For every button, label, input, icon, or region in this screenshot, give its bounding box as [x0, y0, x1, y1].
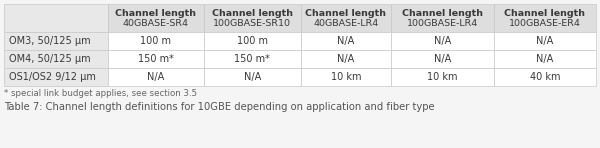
Text: 100GBASE-ER4: 100GBASE-ER4: [509, 18, 581, 28]
Bar: [4, 32, 107, 50]
Bar: [494, 32, 596, 50]
Text: N/A: N/A: [147, 72, 164, 82]
Text: 40 km: 40 km: [530, 72, 560, 82]
Text: 10 km: 10 km: [331, 72, 361, 82]
Bar: [391, 50, 494, 68]
Bar: [301, 68, 391, 86]
Bar: [107, 4, 204, 32]
Text: OM3, 50/125 μm: OM3, 50/125 μm: [9, 36, 91, 46]
Text: N/A: N/A: [536, 54, 553, 64]
Text: OS1/OS2 9/12 μm: OS1/OS2 9/12 μm: [9, 72, 96, 82]
Bar: [4, 68, 107, 86]
Text: 100 m: 100 m: [140, 36, 172, 46]
Text: 40GBASE-LR4: 40GBASE-LR4: [313, 18, 379, 28]
Bar: [204, 4, 301, 32]
Text: Channel length: Channel length: [402, 9, 483, 18]
Text: N/A: N/A: [536, 36, 553, 46]
Bar: [204, 50, 301, 68]
Bar: [494, 4, 596, 32]
Bar: [301, 32, 391, 50]
Text: N/A: N/A: [434, 54, 451, 64]
Bar: [391, 32, 494, 50]
Bar: [4, 50, 107, 68]
Text: N/A: N/A: [337, 54, 355, 64]
Text: Channel length: Channel length: [212, 9, 293, 18]
Text: OM4, 50/125 μm: OM4, 50/125 μm: [9, 54, 91, 64]
Bar: [204, 68, 301, 86]
Text: 100GBASE-SR10: 100GBASE-SR10: [214, 18, 292, 28]
Text: Channel length: Channel length: [115, 9, 196, 18]
Bar: [4, 4, 107, 32]
Bar: [391, 68, 494, 86]
Text: N/A: N/A: [244, 72, 261, 82]
Bar: [494, 68, 596, 86]
Text: 150 m*: 150 m*: [138, 54, 174, 64]
Text: Channel length: Channel length: [305, 9, 386, 18]
Bar: [494, 50, 596, 68]
Bar: [204, 32, 301, 50]
Text: N/A: N/A: [337, 36, 355, 46]
Bar: [107, 32, 204, 50]
Bar: [107, 50, 204, 68]
Text: 100GBASE-LR4: 100GBASE-LR4: [407, 18, 478, 28]
Bar: [301, 4, 391, 32]
Text: 40GBASE-SR4: 40GBASE-SR4: [123, 18, 189, 28]
Text: Table 7: Channel length definitions for 10GBE depending on application and fiber: Table 7: Channel length definitions for …: [4, 102, 434, 112]
Text: 100 m: 100 m: [237, 36, 268, 46]
Text: 10 km: 10 km: [427, 72, 458, 82]
Bar: [107, 68, 204, 86]
Text: Channel length: Channel length: [504, 9, 585, 18]
Bar: [391, 4, 494, 32]
Bar: [301, 50, 391, 68]
Text: N/A: N/A: [434, 36, 451, 46]
Text: * special link budget applies, see section 3.5: * special link budget applies, see secti…: [4, 89, 197, 98]
Text: 150 m*: 150 m*: [235, 54, 270, 64]
